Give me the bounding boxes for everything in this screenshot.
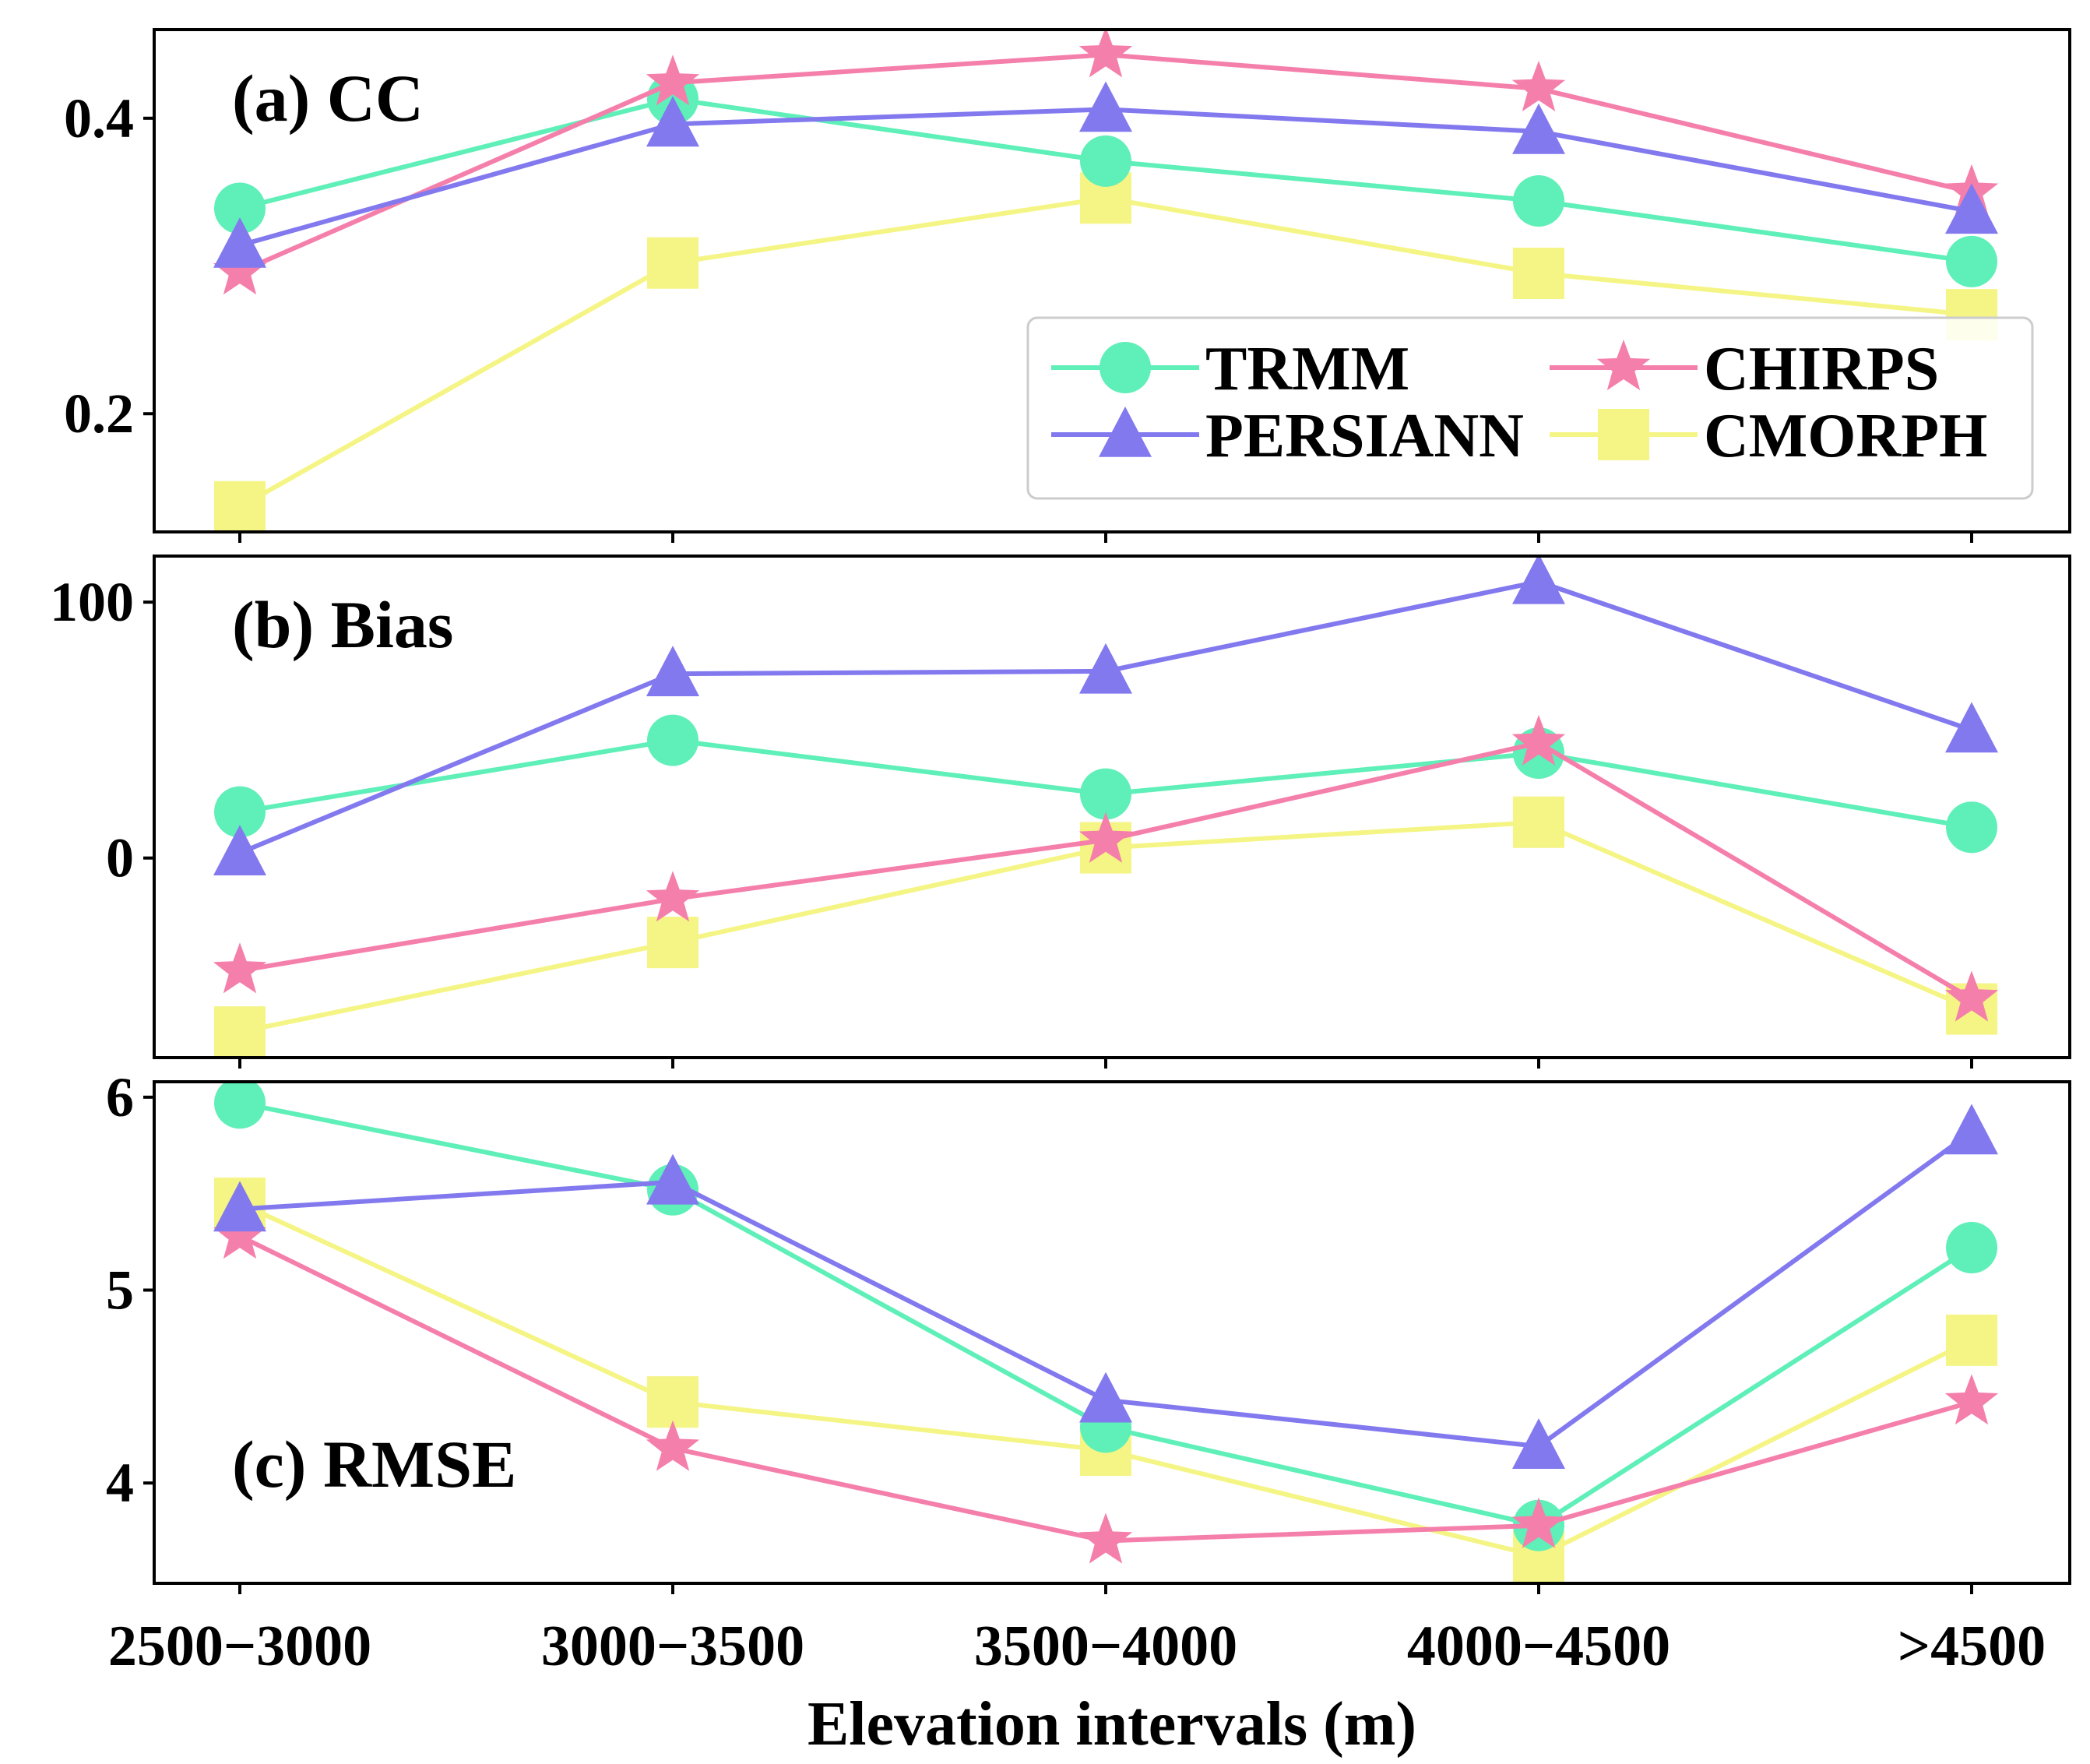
panel-title: (a) CC (232, 61, 424, 136)
data-point-cmorph-1 (214, 481, 266, 532)
panel-title: (c) RMSE (232, 1427, 516, 1502)
panel-2-frame (153, 555, 2071, 1059)
data-point-persiann-3 (1079, 1371, 1132, 1423)
data-point-chirps-1 (213, 244, 267, 295)
data-point-chirps-2 (646, 871, 700, 922)
data-point-chirps-3 (1078, 1512, 1133, 1564)
legend-marker-chirps (1596, 340, 1651, 391)
data-point-cmorph-4 (1513, 248, 1564, 300)
data-point-trmm-1 (214, 1082, 266, 1129)
data-point-trmm-2 (647, 714, 698, 766)
y-tick-label: 0 (106, 827, 134, 889)
data-point-chirps-1 (213, 1208, 267, 1259)
data-point-cmorph-1 (214, 1006, 266, 1058)
data-point-trmm-1 (214, 786, 266, 838)
data-point-chirps-1 (213, 942, 267, 994)
x-tick-label: 3000−3500 (541, 1614, 804, 1678)
data-point-persiann-4 (1512, 556, 1565, 604)
panel-3-frame (153, 1080, 2071, 1585)
y-tick-label: 0.4 (64, 87, 134, 150)
data-point-chirps-2 (646, 1420, 700, 1471)
y-tick-label: 5 (106, 1259, 134, 1322)
data-point-persiann-2 (646, 646, 699, 696)
data-point-trmm-5 (1946, 1222, 1997, 1274)
data-point-persiann-5 (1945, 183, 1998, 234)
x-axis-title: Elevation intervals (m) (808, 1690, 1416, 1759)
data-point-trmm-5 (1946, 235, 1997, 287)
data-point-persiann-5 (1945, 1104, 1998, 1155)
panel-2-data (213, 556, 1999, 1058)
data-point-cmorph-4 (1513, 796, 1564, 848)
data-point-trmm-5 (1946, 801, 1997, 854)
data-point-trmm-3 (1080, 135, 1131, 187)
data-point-persiann-1 (213, 1181, 266, 1232)
data-point-chirps-3 (1078, 30, 1133, 78)
y-tick-label: 4 (106, 1452, 134, 1514)
panel-3-data (213, 1082, 1999, 1583)
legend-marker-persiann (1099, 407, 1152, 457)
legend-label-persiann: PERSIANN (1205, 402, 1524, 470)
panel-title: (b) Bias (232, 587, 453, 662)
data-point-trmm-3 (1080, 768, 1131, 820)
legend-label-chirps: CHIRPS (1704, 335, 1939, 403)
x-tick-label: 4000−4500 (1407, 1614, 1670, 1678)
data-point-persiann-3 (1079, 81, 1132, 132)
data-point-persiann-1 (213, 217, 266, 268)
y-tick-label: 100 (50, 571, 134, 633)
data-point-persiann-5 (1945, 702, 1998, 753)
legend-label-cmorph: CMORPH (1704, 402, 1987, 470)
legend: TRMM CHIRPS PERSIANN CMORPH (1026, 316, 2034, 500)
panel-1: 0.2 0.4 (a) CC (64, 28, 2071, 543)
data-point-chirps-4 (1511, 714, 1566, 766)
y-tick-label: 0.2 (64, 382, 134, 445)
data-point-persiann-4 (1512, 103, 1565, 154)
x-tick-label: >4500 (1898, 1614, 2046, 1678)
legend-box (1026, 316, 2034, 500)
panels: 0.2 0.4 (a) CC 0 100 (b) Bias 4 5 6 (c) RMSE 2500−… (50, 28, 2071, 1678)
x-tick-label: 2500−3000 (108, 1614, 371, 1678)
data-point-persiann-1 (213, 825, 266, 875)
legend-marker-cmorph (1598, 409, 1649, 460)
data-point-cmorph-5 (1946, 1314, 1997, 1366)
data-point-trmm-4 (1513, 175, 1564, 227)
y-tick-label: 6 (106, 1066, 134, 1128)
legend-label-trmm: TRMM (1205, 335, 1409, 403)
data-point-persiann-2 (646, 1153, 699, 1205)
data-point-chirps-5 (1944, 970, 1999, 1022)
data-point-cmorph-2 (647, 917, 698, 969)
data-point-trmm-1 (214, 182, 266, 234)
x-tick-label: 3500−4000 (974, 1614, 1237, 1678)
data-point-chirps-2 (646, 55, 700, 106)
data-point-persiann-2 (646, 96, 699, 147)
data-point-persiann-3 (1079, 643, 1132, 694)
panel-3: 4 5 6 (c) RMSE (106, 1066, 2071, 1594)
data-point-chirps-4 (1511, 1497, 1566, 1548)
data-point-chirps-3 (1078, 812, 1133, 863)
data-point-chirps-4 (1511, 60, 1566, 111)
panel-2: 0 100 (b) Bias (50, 555, 2071, 1069)
data-point-chirps-5 (1944, 1374, 1999, 1425)
legend-marker-trmm (1100, 342, 1151, 393)
data-point-cmorph-2 (647, 1376, 698, 1428)
data-point-cmorph-2 (647, 237, 698, 289)
data-point-persiann-4 (1512, 1418, 1565, 1469)
panel-1-frame (153, 28, 2071, 533)
